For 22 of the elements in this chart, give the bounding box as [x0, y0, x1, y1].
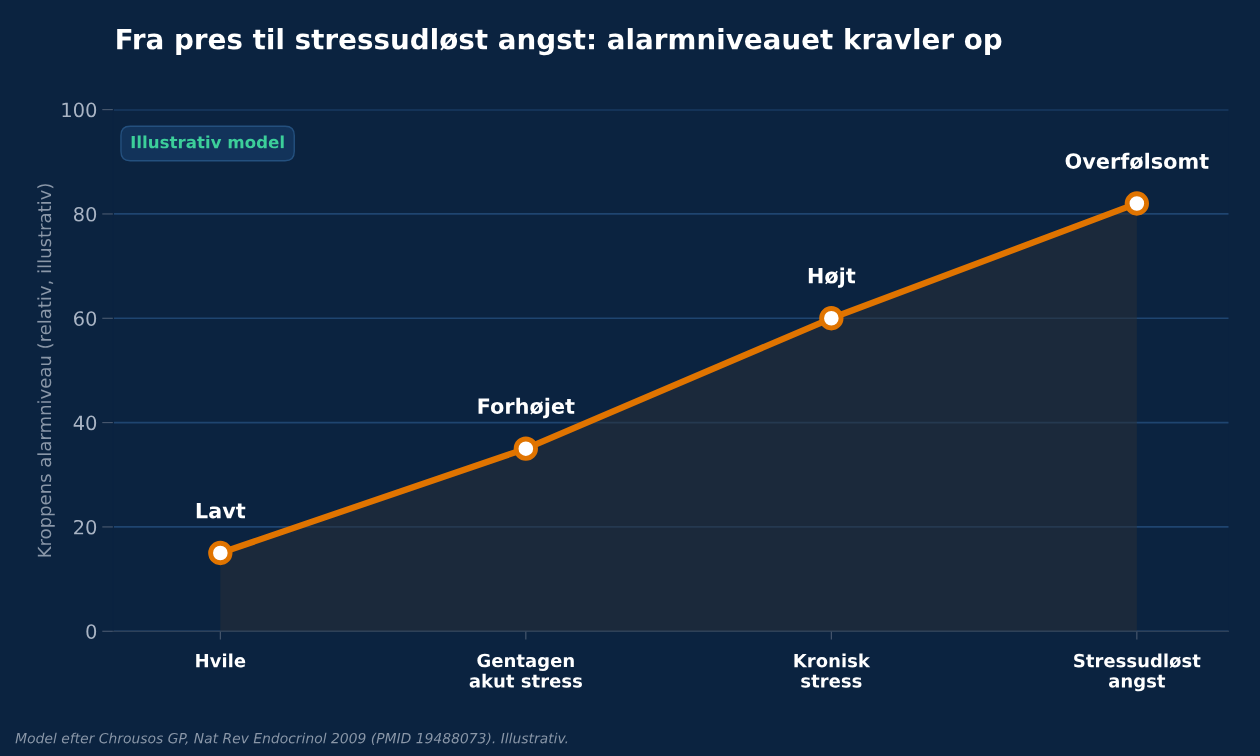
y-tick-label: 80: [74, 206, 97, 222]
y-axis-title: Kroppens alarmniveau (relativ, illustrativ): [37, 184, 55, 557]
y-tick-label: 40: [73, 415, 97, 431]
y-tick-label: 20: [74, 519, 97, 535]
y-tick-label: 100: [62, 102, 97, 118]
y-tick-label: 60: [74, 311, 97, 326]
x-tick-label: Gentagen akut stress: [469, 653, 582, 688]
annotation: Lavt: [196, 502, 246, 519]
y-tick-label: 0: [86, 624, 97, 639]
x-tick-label: Stressudløst angst: [1074, 653, 1201, 692]
annotation: Overfølsomt: [1065, 152, 1209, 170]
text: Model efter Chrousos GP, Nat Rev Endocrinol 2009 (PMID 19488073). Illustrativ.: [15, 732, 568, 746]
point: [513, 436, 538, 461]
point: [208, 540, 233, 566]
point: [819, 306, 844, 331]
annotation: Højt: [808, 267, 856, 288]
point: [1124, 191, 1149, 216]
annotation: Forhøjet: [478, 397, 575, 419]
x-tick-label: Hvile: [196, 653, 246, 668]
x-tick-label: Kronisk stress: [794, 653, 871, 688]
annotation: Illustrativ model: [131, 135, 284, 149]
chart-title: Fra pres til stressudløst angst: alarmniveauet kravler op: [117, 28, 1002, 56]
